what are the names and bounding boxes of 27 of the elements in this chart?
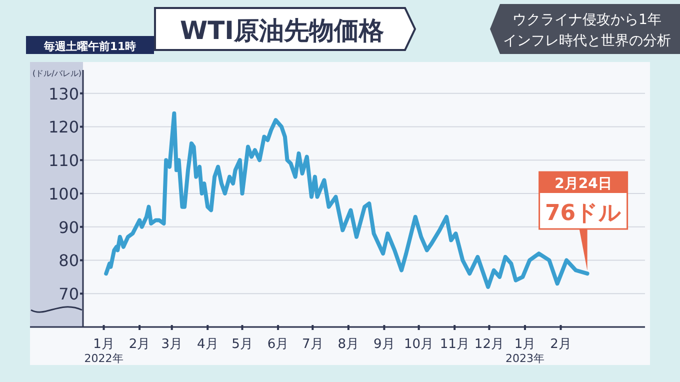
annotation: 76ドル xyxy=(544,201,622,226)
y-tick-label: 130 xyxy=(48,84,79,104)
y-tick-label: 80 xyxy=(58,251,79,270)
y-axis-title: (ドル/バレル) xyxy=(32,69,82,78)
x-tick-label: 2月 xyxy=(128,337,150,352)
x-tick-label: 11月 xyxy=(440,337,470,352)
x-tick-label: 4月 xyxy=(196,337,218,352)
chart-title: WTI原油先物価格 xyxy=(180,16,384,45)
y-tick-label: 70 xyxy=(58,284,79,304)
x-tick-label: 8月 xyxy=(338,337,360,352)
text: 毎週土曜午前11時 xyxy=(42,40,136,53)
x-tick-label: 2月 xyxy=(550,337,572,352)
x-tick-label: 6月 xyxy=(267,337,289,352)
y-tick-label: 100 xyxy=(48,184,79,204)
x-tick-label: 7月 xyxy=(302,337,324,352)
chart-subtitle: ウクライナ侵攻から1年インフレ時代と世界の分析 xyxy=(503,12,671,49)
x-tick-label: 1月 2023年 xyxy=(505,337,544,365)
y-tick-label: 90 xyxy=(58,218,79,237)
x-tick-label: 5月 xyxy=(232,337,253,352)
x-tick-label: 1月 2022年 xyxy=(84,337,124,365)
x-tick-label: 3月 xyxy=(161,337,182,352)
y-tick-label: 110 xyxy=(48,151,79,170)
y-tick-label: 120 xyxy=(48,118,79,137)
annotation: 2月24日 xyxy=(554,176,612,192)
x-tick-label: 10月 xyxy=(404,337,434,352)
x-tick-label: 9月 xyxy=(374,337,395,352)
x-tick-label: 12月 xyxy=(474,337,504,352)
